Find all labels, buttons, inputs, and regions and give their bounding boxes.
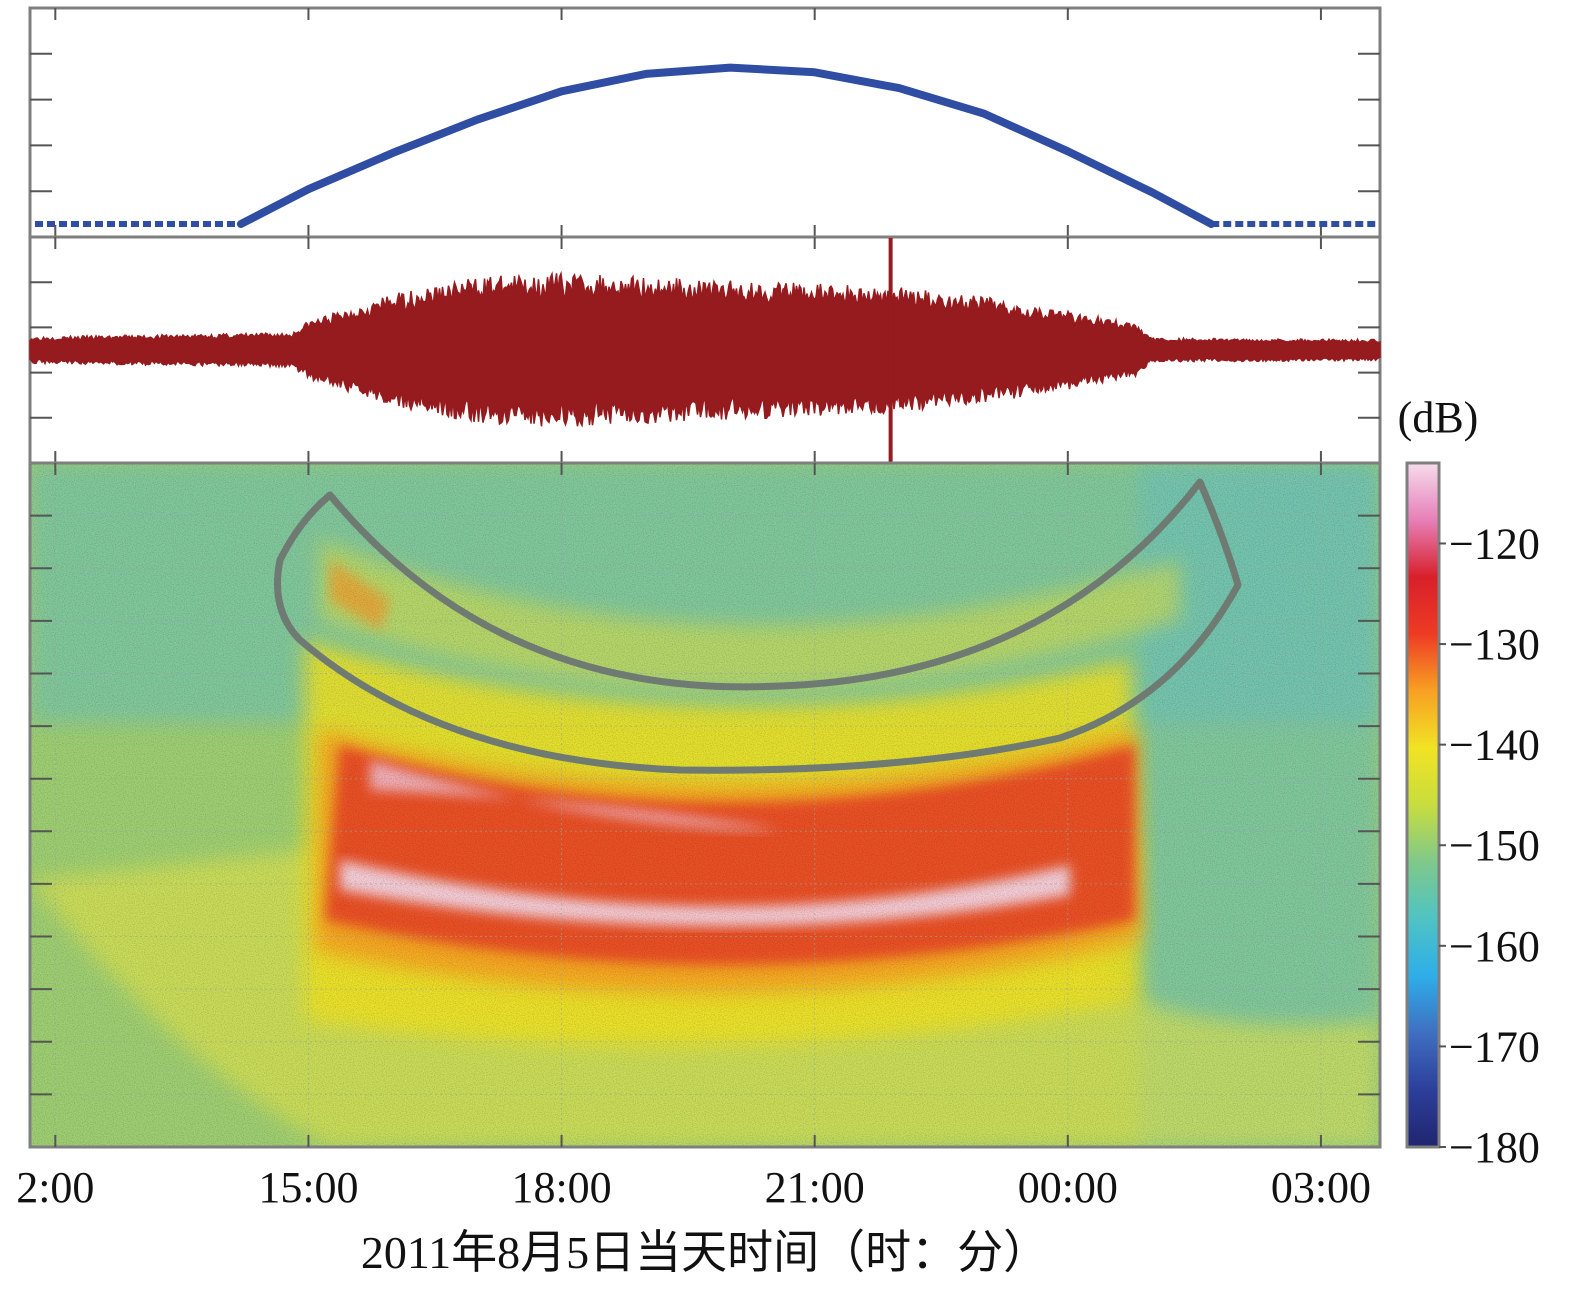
colorbar-tick-label-4: −160 (1449, 922, 1540, 971)
colorbar-tick-label-2: −140 (1449, 721, 1540, 770)
top-panel-frame (28, 6, 1382, 239)
spectrogram-frame (28, 461, 1382, 1149)
spectrogram-noise (30, 463, 1380, 1147)
colorbar-tick-label-1: −130 (1449, 620, 1540, 669)
colorbar-unit-label: (dB) (1398, 393, 1479, 442)
colorbar-tick-label-3: −150 (1449, 821, 1540, 870)
spectrogram-grid (30, 463, 1380, 1147)
spectrogram-ticks (30, 463, 1380, 1147)
colorbar: (dB) −120 −130 −140 −150 −160 −170 −180 (1398, 393, 1540, 1172)
x-tick-label-3: 21:00 (765, 1163, 865, 1212)
x-tick-label-5: 03:00 (1271, 1163, 1371, 1212)
middle-panel (28, 235, 1382, 465)
top-panel (28, 6, 1382, 239)
x-tick-label-1: 15:00 (258, 1163, 358, 1212)
x-tick-label-0: 2:00 (16, 1163, 94, 1212)
x-axis-label: 2011年8月5日当天时间（时：分） (361, 1227, 1049, 1278)
annotation-outline (274, 478, 1242, 774)
top-series (35, 63, 1377, 228)
top-series-line (236, 63, 1216, 228)
top-panel-ticks (30, 8, 1380, 237)
colorbar-ticks: −120 −130 −140 −150 −160 −170 −180 (1439, 519, 1540, 1172)
colorbar-tick-label-0: −120 (1449, 519, 1540, 568)
colorbar-tick-label-5: −170 (1449, 1022, 1540, 1071)
middle-panel-ticks (30, 237, 1380, 463)
x-tick-label-2: 18:00 (511, 1163, 611, 1212)
middle-series-envelope (29, 270, 1381, 428)
spectrogram-panel (28, 461, 1382, 1149)
middle-series (29, 238, 1381, 462)
x-tick-labels: 2:00 15:00 18:00 21:00 00:00 03:00 (16, 1163, 1371, 1212)
colorbar-tick-label-6: −180 (1449, 1123, 1540, 1172)
colorbar-bar (1405, 461, 1441, 1149)
x-tick-label-4: 00:00 (1018, 1163, 1118, 1212)
